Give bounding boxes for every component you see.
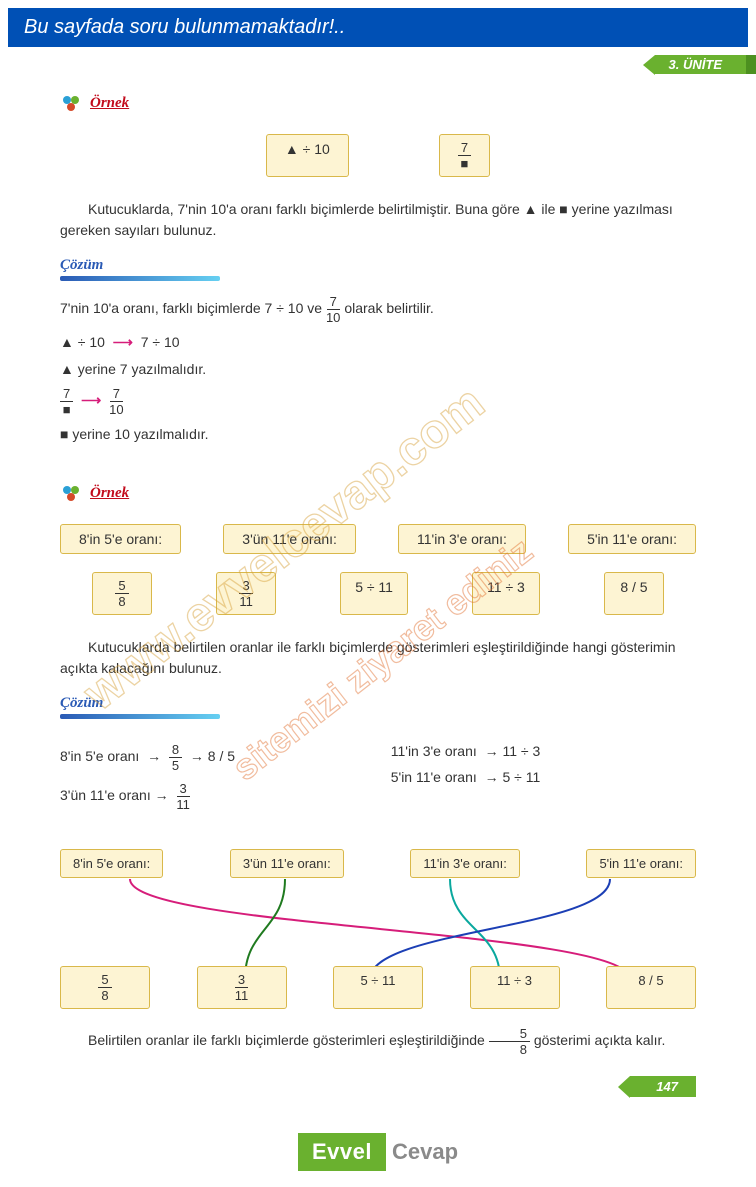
match-bottom-row: 58 311 5 ÷ 11 11 ÷ 3 8 / 5 [60, 966, 696, 1009]
example1-prompt: Kutucuklarda, 7'nin 10'a oranı farklı bi… [60, 199, 696, 241]
value-box: 8 / 5 [604, 572, 664, 615]
example2-top-boxes: 8'in 5'e oranı: 3'ün 11'e oranı: 11'in 3… [60, 524, 696, 554]
ratio-box: 3'ün 11'e oranı: [223, 524, 356, 554]
cozum-underline [60, 714, 220, 719]
solution2-body: 8'in 5'e oranı → 85 → 8 / 5 3'ün 11'e or… [60, 733, 696, 821]
solution-heading-2: Çözüm [60, 695, 696, 719]
page-number: 147 [630, 1076, 696, 1097]
sol2-right-2: 5'in 11'e oranı → 5 ÷ 11 [391, 769, 696, 785]
match-top-box: 8'in 5'e oranı: [60, 849, 163, 878]
cozum-underline [60, 276, 220, 281]
match-connector-lines [60, 879, 696, 979]
value-box: 58 [92, 572, 152, 615]
box-7-over-square: 7 ■ [439, 134, 490, 177]
page-content: www.evvelcevap.com sitemizi ziyaret edin… [0, 92, 756, 1127]
ornek-label: Örnek [90, 95, 129, 112]
match-top-row: 8'in 5'e oranı: 3'ün 11'e oranı: 11'in 3… [60, 849, 696, 878]
match-top-box: 5'in 11'e oranı: [586, 849, 696, 878]
ratio-box: 8'in 5'e oranı: [60, 524, 181, 554]
sol1-line4: 7■ ⟶ 710 [60, 387, 696, 416]
value-box: 5 ÷ 11 [340, 572, 408, 615]
sol1-line1: 7'nin 10'a oranı, farklı biçimlerde 7 ÷ … [60, 295, 696, 324]
ornek-icon [60, 92, 82, 114]
example2-prompt: Kutucuklarda belirtilen oranlar ile fark… [60, 637, 696, 679]
sol2-right-1: 11'in 3'e oranı → 11 ÷ 3 [391, 743, 696, 759]
top-banner: Bu sayfada soru bulunmamaktadır!.. [8, 8, 748, 47]
frac-num: 7 [458, 141, 471, 156]
cozum-label: Çözüm [60, 695, 696, 712]
match-bot-box: 11 ÷ 3 [470, 966, 560, 1009]
example2-bottom-boxes: 58 311 5 ÷ 11 11 ÷ 3 8 / 5 [60, 572, 696, 615]
sol1-line3: ▲ yerine 7 yazılmalıdır. [60, 361, 696, 377]
arrow-icon: ⟶ [113, 334, 133, 350]
solution1-body: 7'nin 10'a oranı, farklı biçimlerde 7 ÷ … [60, 295, 696, 442]
arrow-icon: ⟶ [81, 392, 101, 408]
matching-diagram: 8'in 5'e oranı: 3'ün 11'e oranı: 11'in 3… [60, 849, 696, 1009]
ratio-box: 5'in 11'e oranı: [568, 524, 696, 554]
unit-bar: 3. ÜNİTE [0, 55, 756, 74]
example1-boxes: ▲ ÷ 10 7 ■ [60, 134, 696, 177]
match-bot-box: 58 [60, 966, 150, 1009]
sol1-line2: ▲ ÷ 10 ⟶ 7 ÷ 10 [60, 334, 696, 351]
ornek-icon [60, 482, 82, 504]
frac-den: ■ [461, 156, 469, 170]
match-top-box: 3'ün 11'e oranı: [230, 849, 344, 878]
value-box: 311 [216, 572, 276, 615]
sol1-line5: ■ yerine 10 yazılmalıdır. [60, 426, 696, 442]
value-box: 11 ÷ 3 [472, 572, 540, 615]
footer-logo: EvvelCevap [0, 1127, 756, 1187]
example-heading-2: Örnek [60, 482, 696, 504]
sol2-left-1: 8'in 5'e oranı → 85 → 8 / 5 [60, 743, 365, 772]
unit-tag: 3. ÜNİTE [655, 55, 756, 74]
solution-heading-1: Çözüm [60, 257, 696, 281]
example-heading-1: Örnek [60, 92, 696, 114]
match-bot-box: 8 / 5 [606, 966, 696, 1009]
sol2-left-2: 3'ün 11'e oranı → 311 [60, 782, 365, 811]
match-bot-box: 311 [197, 966, 287, 1009]
box-triangle-div-10: ▲ ÷ 10 [266, 134, 349, 177]
page-number-bar: 147 [60, 1076, 696, 1097]
match-top-box: 11'in 3'e oranı: [410, 849, 520, 878]
conclusion: Belirtilen oranlar ile farklı biçimlerde… [60, 1027, 696, 1056]
logo-right: Cevap [392, 1139, 458, 1164]
ratio-box: 11'in 3'e oranı: [398, 524, 526, 554]
cozum-label: Çözüm [60, 257, 696, 274]
ornek-label: Örnek [90, 485, 129, 502]
match-bot-box: 5 ÷ 11 [333, 966, 423, 1009]
logo-left: Evvel [298, 1133, 386, 1171]
